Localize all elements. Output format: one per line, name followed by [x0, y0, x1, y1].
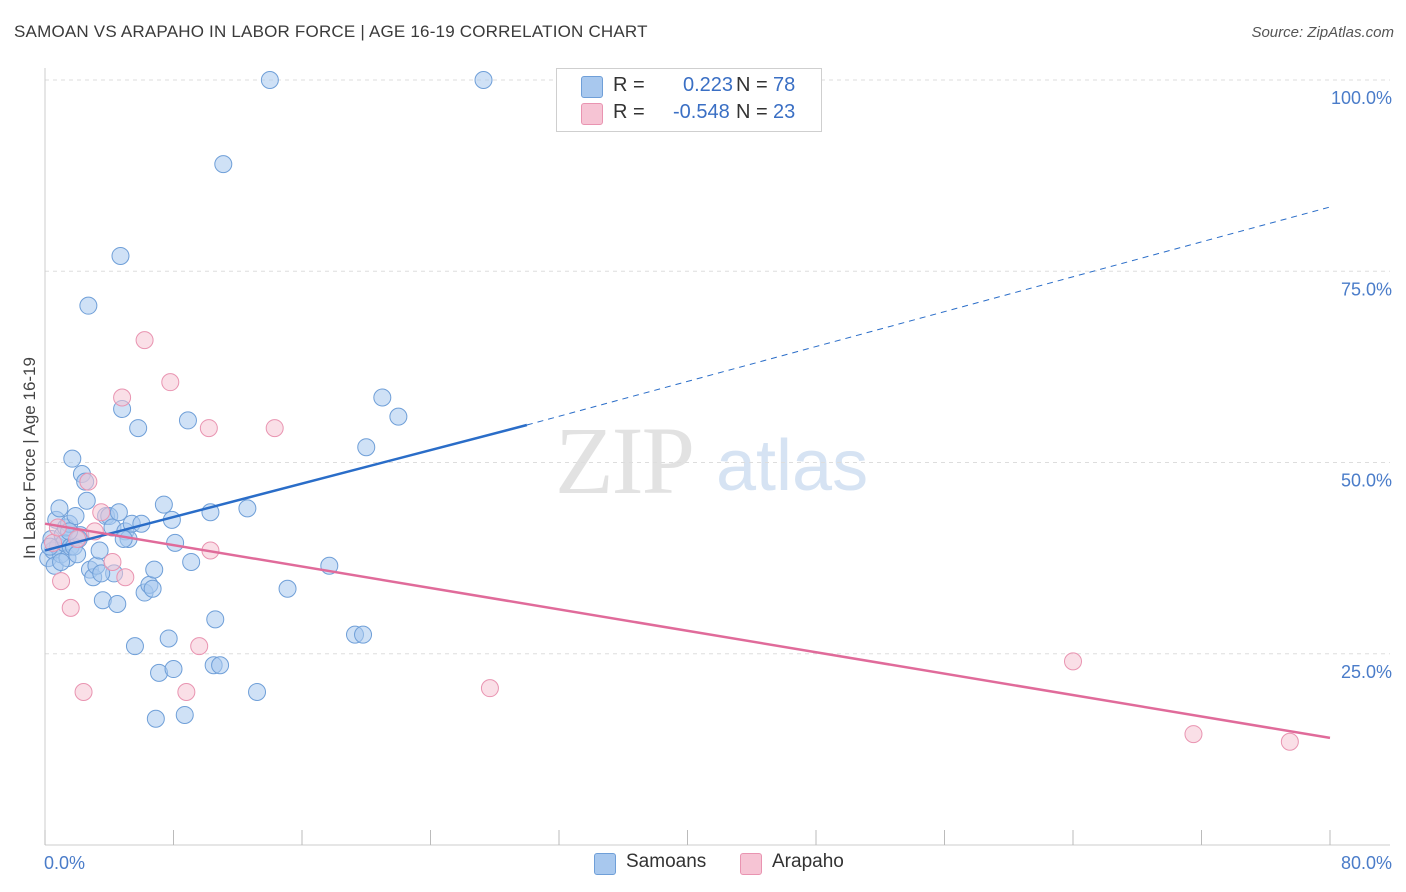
samoans-r-value: 0.223	[683, 74, 734, 96]
samoans-point-71	[52, 552, 71, 571]
arapaho-point-11	[116, 568, 135, 587]
samoans-point-48	[159, 629, 178, 648]
samoans-point-22	[79, 296, 98, 315]
samoans-point-73	[92, 564, 111, 583]
samoans-point-47	[154, 495, 173, 514]
samoans-point-70	[474, 71, 493, 89]
samoans-point-6	[50, 499, 69, 518]
bottom-arapaho-label: Arapaho	[772, 851, 844, 872]
y-tick-label-100: 100.0%	[1331, 88, 1392, 108]
samoans-point-34	[111, 246, 130, 265]
arapaho-r-label: R =	[613, 101, 645, 123]
samoans-point-44	[145, 560, 164, 579]
chart-title: SAMOAN VS ARAPAHO IN LABOR FORCE | AGE 1…	[14, 22, 648, 41]
samoans-point-39	[125, 637, 144, 656]
arapaho-n-value: 23	[773, 101, 796, 123]
arapaho-point-14	[177, 683, 196, 701]
watermark-atlas: atlas	[716, 426, 869, 506]
x-tick-label-80: 80.0%	[1341, 853, 1392, 873]
legend: R = 0.223 N = 78 R = -0.548 N = 23	[556, 68, 822, 132]
arapaho-point-12	[135, 331, 154, 350]
samoans-point-57	[206, 610, 225, 629]
arapaho-point-16	[199, 419, 218, 438]
bottom-samoans-label: Samoans	[626, 851, 707, 872]
arapaho-point-19	[480, 679, 499, 698]
samoans-trend-extension	[526, 206, 1331, 426]
samoans-point-52	[175, 705, 194, 724]
samoans-r-label: R =	[613, 74, 645, 96]
samoans-point-54	[182, 552, 201, 571]
arapaho-swatch	[581, 103, 603, 125]
y-tick-label-50: 50.0%	[1341, 471, 1392, 491]
samoans-swatch	[581, 76, 603, 98]
arapaho-point-20	[1064, 652, 1082, 671]
y-tick-label-25: 25.0%	[1341, 662, 1392, 682]
arapaho-point-15	[190, 637, 209, 656]
samoans-point-14	[63, 449, 82, 468]
arapaho-point-13	[161, 373, 180, 392]
samoans-point-21	[77, 491, 96, 510]
samoans-point-62	[260, 71, 279, 89]
samoans-point-67	[357, 438, 376, 457]
samoans-point-50	[164, 660, 183, 679]
arapaho-point-5	[74, 683, 93, 701]
arapaho-point-2	[52, 572, 71, 591]
samoans-point-40	[129, 419, 148, 438]
arapaho-point-18	[265, 419, 284, 438]
source-label: Source: ZipAtlas.com	[1251, 24, 1394, 41]
arapaho-point-21	[1184, 725, 1203, 744]
samoans-n-value: 78	[773, 74, 796, 96]
arapaho-trend-line	[44, 522, 1331, 740]
bottom-samoans-swatch	[594, 853, 616, 875]
arapaho-point-6	[79, 472, 98, 491]
samoans-point-53	[178, 411, 197, 430]
arapaho-point-9	[103, 552, 122, 571]
arapaho-point-10	[113, 388, 132, 407]
samoans-point-32	[108, 595, 127, 614]
samoans-n-label: N =	[736, 74, 768, 96]
samoans-point-68	[373, 388, 392, 407]
y-tick-label-75: 75.0%	[1341, 279, 1392, 299]
samoans-point-58	[211, 656, 230, 675]
arapaho-r-value: -0.548	[673, 101, 730, 123]
arapaho-n-label: N =	[736, 101, 768, 123]
watermark-zip: ZIP	[555, 407, 695, 514]
samoans-point-43	[143, 579, 162, 598]
y-axis-label: In Labor Force | Age 16-19	[20, 357, 39, 559]
samoans-point-60	[238, 499, 257, 518]
samoans-point-66	[354, 625, 373, 644]
samoans-point-33	[109, 503, 128, 522]
samoans-point-16	[66, 507, 85, 526]
arapaho-point-8	[92, 503, 111, 522]
samoans-point-26	[90, 541, 109, 560]
samoans-point-45	[146, 709, 165, 728]
samoans-point-17	[68, 545, 87, 564]
samoans-point-51	[166, 533, 185, 552]
samoans-point-59	[214, 155, 233, 174]
samoans-trend-line	[44, 423, 528, 552]
samoans-point-61	[248, 683, 267, 701]
samoans-point-69	[389, 407, 408, 426]
bottom-arapaho-swatch	[740, 853, 762, 875]
x-tick-label-0: 0.0%	[44, 853, 85, 873]
arapaho-point-22	[1280, 732, 1299, 751]
arapaho-point-3	[61, 598, 80, 617]
samoans-point-63	[278, 579, 297, 598]
